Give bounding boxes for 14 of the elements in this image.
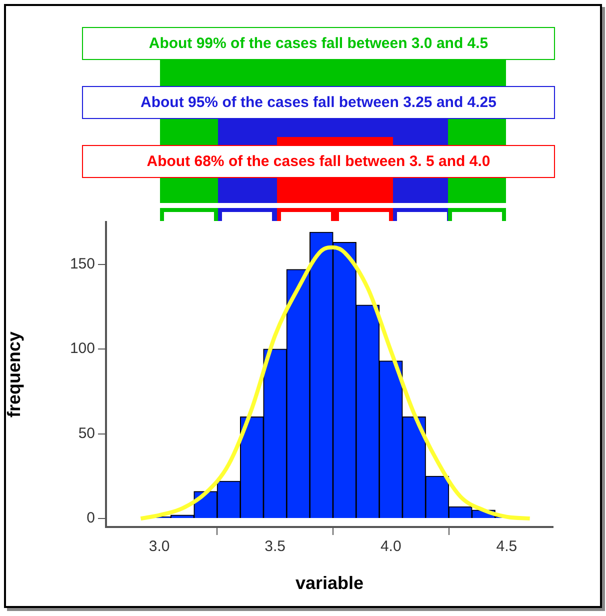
x-tick-label: 4.0 bbox=[380, 538, 402, 556]
y-tick-label: 50 bbox=[78, 424, 95, 442]
y-tick-label: 100 bbox=[70, 340, 95, 358]
text: About 68% of the cases fall between 3. 5 and 4.0 bbox=[82, 145, 555, 178]
text: About 99% of the cases fall between 3.0 and 4.5 bbox=[82, 27, 555, 60]
x-axis-title: variable bbox=[295, 573, 364, 594]
y-tick-label: 150 bbox=[70, 256, 95, 272]
x-tick-label: 3.5 bbox=[264, 538, 286, 556]
y-axis-title: frequency bbox=[4, 331, 24, 418]
x-tick-label: 4.5 bbox=[496, 538, 518, 556]
line-series bbox=[138, 245, 532, 521]
x-tick-label: 3.0 bbox=[148, 538, 170, 556]
y-tick-label: 0 bbox=[86, 510, 95, 527]
text: About 95% of the cases fall between 3.25 and 4.25 bbox=[82, 86, 555, 119]
